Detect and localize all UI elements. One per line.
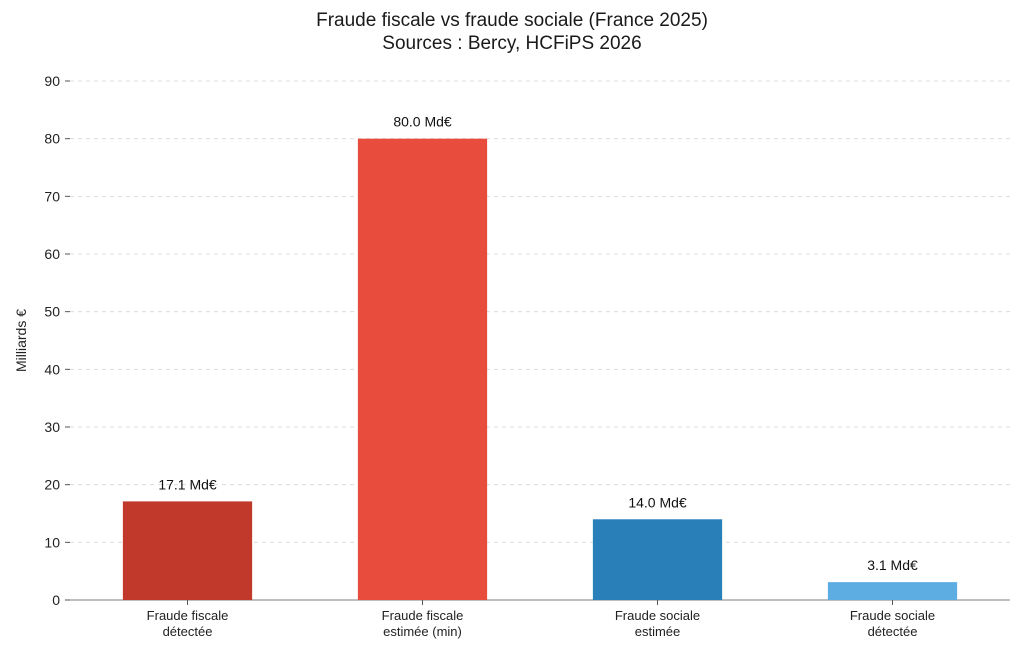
chart-subtitle: Sources : Bercy, HCFiPS 2026 — [382, 33, 642, 54]
x-tick-label: estimée — [635, 624, 681, 639]
bar — [592, 519, 723, 600]
y-tick-label: 20 — [44, 477, 60, 493]
y-tick-label: 60 — [44, 246, 60, 262]
bar — [357, 138, 488, 600]
y-tick-label: 0 — [52, 592, 60, 608]
chart-title: Fraude fiscale vs fraude sociale (France… — [316, 10, 708, 31]
x-tick-label: estimée (min) — [383, 624, 462, 639]
y-tick-label: 90 — [44, 73, 60, 89]
x-tick-label: Fraude fiscale — [147, 608, 229, 623]
y-axis-label: Milliards € — [13, 309, 29, 372]
bar — [827, 582, 958, 600]
data-label: 3.1 Md€ — [867, 557, 918, 573]
x-tick-label: Fraude sociale — [850, 608, 935, 623]
x-tick-label: Fraude sociale — [615, 608, 700, 623]
y-tick-label: 30 — [44, 419, 60, 435]
y-tick-label: 10 — [44, 534, 60, 550]
y-tick-label: 70 — [44, 188, 60, 204]
bar — [122, 501, 253, 600]
x-tick-label: détectée — [163, 624, 213, 639]
y-tick-label: 50 — [44, 304, 60, 320]
x-tick-label: détectée — [868, 624, 918, 639]
y-tick-label: 80 — [44, 131, 60, 147]
x-tick-label: Fraude fiscale — [382, 608, 464, 623]
data-label: 14.0 Md€ — [628, 494, 687, 510]
data-label: 80.0 Md€ — [393, 114, 452, 130]
y-tick-label: 40 — [44, 361, 60, 377]
data-label: 17.1 Md€ — [158, 476, 217, 492]
